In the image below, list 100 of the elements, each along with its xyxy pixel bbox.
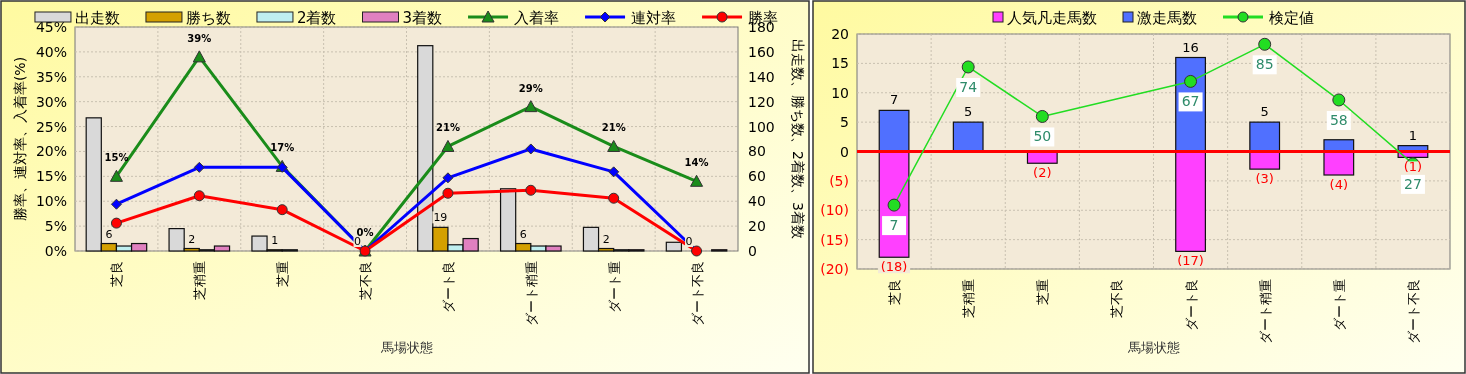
data-label: 39% xyxy=(187,32,212,44)
data-label: 7 xyxy=(889,217,899,234)
data-label: (17) xyxy=(1177,253,1204,269)
x-tick-label: 芝稍重 xyxy=(961,279,977,318)
point xyxy=(1184,74,1198,88)
y2-axis-title: 出走数、勝ち数、2着数、3着数 xyxy=(790,39,806,239)
y-tick-label: 20% xyxy=(35,143,67,160)
x-tick-label: ダート重 xyxy=(606,261,622,313)
bar xyxy=(1323,150,1355,176)
data-label: 1 xyxy=(271,233,279,247)
point xyxy=(525,184,537,196)
data-label: 6 xyxy=(105,227,113,241)
data-label: (2) xyxy=(1033,165,1052,181)
y-tick-label: 30% xyxy=(35,93,67,110)
y2-tick-label: 20 xyxy=(748,218,766,235)
point xyxy=(192,50,206,63)
data-label: 74 xyxy=(959,78,978,95)
y-tick-label: (20) xyxy=(820,261,849,277)
x-axis-title: 馬場状態 xyxy=(1126,340,1180,355)
y-tick-label: 25% xyxy=(35,118,67,135)
y-tick-label: 45% xyxy=(35,19,67,35)
point xyxy=(1258,37,1272,51)
y-tick-label: 20 xyxy=(831,26,849,42)
y2-tick-label: 100 xyxy=(748,118,775,135)
y2-tick-label: 60 xyxy=(748,168,766,185)
x-axis-title: 馬場状態 xyxy=(379,340,433,355)
y-tick-label: (10) xyxy=(820,202,849,219)
y-tick-label: 0% xyxy=(44,243,67,259)
y-tick-label: 5% xyxy=(44,218,67,235)
x-tick-label: ダート重 xyxy=(1331,279,1347,331)
legend-label: 勝ち数 xyxy=(185,9,231,27)
y2-tick-label: 80 xyxy=(748,143,766,160)
data-label: 50 xyxy=(1033,128,1052,145)
data-label: 2 xyxy=(602,232,610,246)
data-label: 15% xyxy=(104,152,129,164)
x-tick-label: 芝良 xyxy=(109,261,125,287)
data-label: 16 xyxy=(1182,39,1199,55)
x-tick-label: 芝重 xyxy=(275,261,291,287)
y2-tick-label: 0 xyxy=(748,243,757,259)
y-tick-label: 10 xyxy=(831,84,849,101)
point xyxy=(690,174,704,187)
legend-label: 連対率 xyxy=(631,9,677,27)
point xyxy=(276,204,288,216)
x-tick-label: 芝稍重 xyxy=(192,261,208,300)
x-tick-label: ダート不良 xyxy=(689,261,705,326)
point xyxy=(524,100,538,113)
point xyxy=(110,198,122,210)
data-label: 0 xyxy=(685,235,693,248)
data-label: 21% xyxy=(435,122,460,134)
data-label: (4) xyxy=(1329,177,1349,192)
x-tick-label: ダート不良 xyxy=(1405,279,1421,344)
y-tick-label: 0 xyxy=(840,143,849,160)
point xyxy=(441,139,455,152)
legend-label: 検定値 xyxy=(1269,9,1314,27)
data-label: (3) xyxy=(1255,171,1274,187)
point xyxy=(442,172,454,184)
x-tick-label: 芝不良 xyxy=(358,261,374,300)
data-label: 7 xyxy=(889,92,899,108)
x-tick-label: ダート良 xyxy=(1183,279,1199,331)
data-label: 5 xyxy=(964,104,973,120)
legend-label: 人気凡走馬数 xyxy=(1007,9,1097,27)
y2-tick-label: 120 xyxy=(748,93,775,110)
data-label: 19 xyxy=(433,211,448,225)
y-tick-label: 40% xyxy=(35,43,67,60)
y-tick-label: 15% xyxy=(35,168,67,185)
y-tick-label: (5) xyxy=(829,172,849,189)
data-label: 1 xyxy=(1408,127,1418,143)
legend-label: 入着率 xyxy=(514,9,560,27)
point xyxy=(608,192,620,204)
bar xyxy=(1249,121,1281,153)
data-label: 6 xyxy=(519,227,527,241)
bar xyxy=(952,121,984,153)
data-label: (18) xyxy=(880,259,908,275)
data-label: 2 xyxy=(188,232,196,246)
point xyxy=(442,187,454,199)
point xyxy=(193,190,205,202)
y-tick-label: 35% xyxy=(35,68,67,85)
y-tick-label: 10% xyxy=(35,193,67,210)
legend-label: 激走馬数 xyxy=(1137,9,1197,27)
point xyxy=(110,217,122,229)
point xyxy=(607,139,621,152)
x-tick-label: 芝不良 xyxy=(1109,279,1125,318)
legend-label: 出走数 xyxy=(74,9,120,27)
legend-label: 2着数 xyxy=(296,9,337,27)
bar xyxy=(665,241,683,252)
y-tick-label: 15 xyxy=(831,55,849,72)
bar xyxy=(878,109,910,153)
x-tick-label: 芝重 xyxy=(1035,279,1051,305)
point xyxy=(961,60,975,74)
y-tick-label: (15) xyxy=(820,231,849,248)
x-tick-label: ダート稍重 xyxy=(1257,279,1273,344)
data-label: 5 xyxy=(1260,104,1269,120)
bar xyxy=(1175,150,1206,252)
data-label: 85 xyxy=(1255,56,1274,73)
y-axis-title: 勝率、連対率、入着率(%) xyxy=(12,56,28,222)
data-label: 17% xyxy=(270,142,295,154)
y2-tick-label: 40 xyxy=(748,193,766,210)
x-tick-label: ダート良 xyxy=(440,261,456,313)
y-tick-label: 5 xyxy=(840,114,849,131)
y2-tick-label: 140 xyxy=(748,68,775,85)
